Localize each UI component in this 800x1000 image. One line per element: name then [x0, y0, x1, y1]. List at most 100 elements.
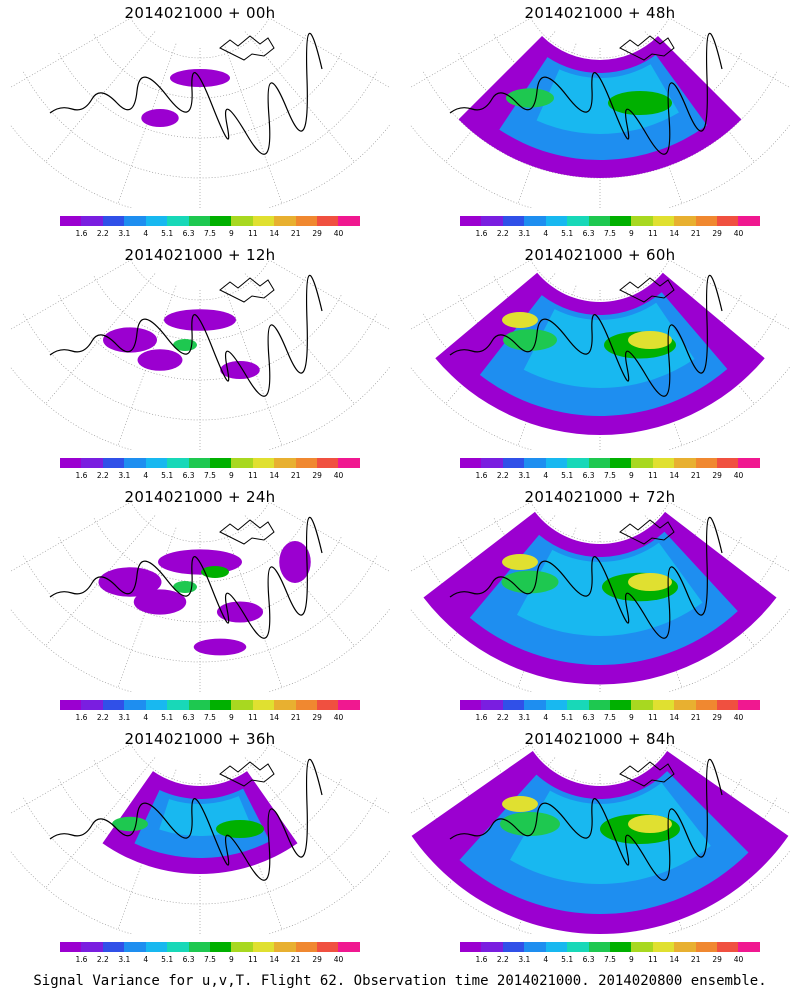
colorbar-tick-label: 14: [269, 229, 280, 238]
colorbar-swatch: [60, 216, 82, 226]
colorbar-tick-label: 7.5: [604, 229, 616, 238]
colorbar-swatch: [188, 942, 210, 952]
colorbar-tick-label: 14: [669, 713, 680, 722]
colorbar-tick-label: 4: [143, 471, 149, 480]
colorbar-swatch: [695, 216, 718, 226]
colorbar-tick-label: 11: [248, 471, 258, 480]
panel-title: 2014021000 + 72h: [524, 488, 676, 506]
coastline: [619, 277, 675, 303]
colorbar-tick-label: 5.1: [161, 713, 174, 722]
colorbar-tick-label: 3.1: [518, 229, 531, 238]
coastline: [619, 761, 675, 787]
colorbar-tick-label: 5.1: [161, 229, 174, 238]
colorbar-tick-label: 29: [312, 229, 322, 238]
variance-field: [141, 69, 230, 127]
coastline: [449, 274, 723, 397]
variance-map: [10, 18, 390, 208]
colorbar-swatch: [502, 458, 525, 468]
colorbar-swatch: [460, 216, 482, 226]
forecast-panel: 2014021000 + 72h 1.6 2.2 3.1 4 5.1 6.3 7.5 9 11 14…: [400, 484, 800, 726]
colorbar-swatch: [567, 700, 589, 710]
colorbar-labels: 1.6 2.2 3.1 4 5.1 6.3 7.5 9 11 14 21 29 40: [53, 713, 363, 723]
colorbar-swatch: [124, 458, 146, 468]
colorbar-swatch: [652, 216, 675, 226]
colorbar-tick-label: 5.1: [161, 955, 174, 964]
variance-map: [410, 260, 790, 450]
colorbar-tick-label: 11: [648, 471, 658, 480]
colorbar-tick-label: 29: [312, 713, 322, 722]
colorbar-tick-label: 40: [733, 471, 744, 480]
colorbar-swatch: [588, 216, 610, 226]
colorbar-tick-label: 9: [229, 713, 234, 722]
colorbar-swatch: [209, 458, 232, 468]
colorbar-tick-label: 9: [229, 955, 234, 964]
colorbar-swatch: [124, 216, 146, 226]
coastline: [219, 35, 275, 61]
variance-field: [423, 511, 777, 685]
forecast-panel: 2014021000 + 00h 1.6 2.2 3.1 4 5.1 6.3 7.5 9 11 14…: [0, 0, 400, 242]
colorbar: [460, 458, 760, 468]
colorbar-swatch: [545, 216, 568, 226]
colorbar-tick-label: 6.3: [182, 955, 195, 964]
colorbar-swatch: [588, 458, 610, 468]
colorbar-labels: 1.6 2.2 3.1 4 5.1 6.3 7.5 9 11 14 21 29 40: [453, 713, 763, 723]
colorbar-tick-label: 6.3: [182, 229, 195, 238]
colorbar-labels: 1.6 2.2 3.1 4 5.1 6.3 7.5 9 11 14 21 29 40: [453, 471, 763, 481]
colorbar-swatch: [60, 942, 82, 952]
colorbar-swatch: [102, 942, 125, 952]
colorbar-swatch: [674, 458, 696, 468]
colorbar-tick-label: 2.2: [496, 955, 509, 964]
colorbar-tick-label: 21: [690, 471, 701, 480]
colorbar-swatch: [167, 700, 189, 710]
colorbar-swatch: [631, 700, 653, 710]
colorbar-swatch: [81, 458, 103, 468]
colorbar-tick-label: 9: [629, 713, 634, 722]
colorbar-tick-label: 3.1: [118, 713, 131, 722]
colorbar-swatch: [502, 216, 525, 226]
colorbar-tick-label: 5.1: [161, 471, 174, 480]
panel-title: 2014021000 + 36h: [124, 730, 276, 748]
colorbar-swatch: [674, 216, 696, 226]
colorbar-swatch: [695, 700, 718, 710]
colorbar-tick-label: 1.6: [475, 229, 488, 238]
variance-field: [102, 771, 298, 874]
colorbar-tick-label: 4: [143, 955, 149, 964]
colorbar-swatch: [545, 458, 568, 468]
colorbar-tick-label: 29: [712, 955, 722, 964]
colorbar-swatch: [524, 942, 546, 952]
colorbar-swatch: [295, 700, 318, 710]
colorbar-swatch: [567, 458, 589, 468]
colorbar-swatch: [652, 458, 675, 468]
colorbar-swatch: [317, 458, 339, 468]
colorbar-swatch: [188, 458, 210, 468]
colorbar-swatch: [338, 458, 360, 468]
colorbar-tick-label: 14: [269, 713, 280, 722]
colorbar-tick-label: 2.2: [496, 471, 509, 480]
variance-map: [10, 260, 390, 450]
colorbar-labels: 1.6 2.2 3.1 4 5.1 6.3 7.5 9 11 14 21 29 40: [453, 229, 763, 239]
colorbar-swatch: [252, 942, 275, 952]
colorbar-swatch: [317, 942, 339, 952]
colorbar-tick-label: 2.2: [96, 471, 109, 480]
colorbar-tick-label: 6.3: [182, 471, 195, 480]
colorbar-tick-label: 11: [248, 229, 258, 238]
colorbar-swatch: [609, 700, 632, 710]
colorbar-swatch: [631, 216, 653, 226]
coastline: [619, 519, 675, 545]
variance-field: [458, 35, 742, 178]
colorbar-labels: 1.6 2.2 3.1 4 5.1 6.3 7.5 9 11 14 21 29 40: [53, 229, 363, 239]
colorbar-swatch: [717, 942, 739, 952]
colorbar-swatch: [588, 700, 610, 710]
colorbar-tick-label: 3.1: [118, 471, 131, 480]
forecast-panel: 2014021000 + 84h 1.6 2.2 3.1 4 5.1 6.3 7.5 9 11 14…: [400, 726, 800, 968]
colorbar-swatch: [102, 458, 125, 468]
colorbar-swatch: [145, 700, 168, 710]
panel-title: 2014021000 + 84h: [524, 730, 676, 748]
colorbar-swatch: [102, 216, 125, 226]
colorbar-swatch: [145, 216, 168, 226]
colorbar-tick-label: 2.2: [496, 713, 509, 722]
colorbar-tick-label: 14: [669, 471, 680, 480]
colorbar-swatch: [102, 700, 125, 710]
colorbar-tick-label: 2.2: [96, 229, 109, 238]
coastline: [49, 32, 323, 155]
